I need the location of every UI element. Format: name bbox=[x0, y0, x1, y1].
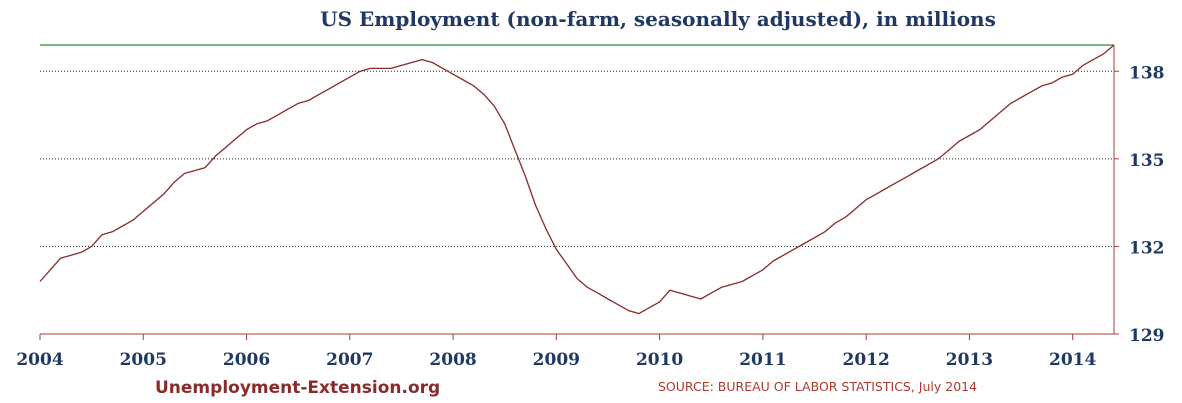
source-note: SOURCE: BUREAU OF LABOR STATISTICS, July… bbox=[658, 379, 977, 394]
grid-lines bbox=[40, 44, 1114, 247]
plot-area bbox=[39, 44, 1115, 315]
website-label: Unemployment-Extension.org bbox=[155, 378, 440, 398]
x-tick-label-2009: 2009 bbox=[533, 350, 580, 370]
tick-labels: 2004 2005 2006 2007 2008 2009 2010 2011 2012 2013… bbox=[16, 63, 1164, 370]
series-line-0 bbox=[39, 44, 1115, 315]
x-tick-label-2013: 2013 bbox=[946, 350, 993, 370]
x-tick-label-2007: 2007 bbox=[326, 350, 373, 370]
x-tick-label-2008: 2008 bbox=[429, 350, 476, 370]
x-tick-label-2011: 2011 bbox=[739, 350, 786, 370]
y-tick-label-132: 132 bbox=[1129, 238, 1165, 258]
y-tick-label-129: 129 bbox=[1129, 326, 1165, 346]
x-tick-label-2005: 2005 bbox=[120, 350, 167, 370]
y-tick-label-135: 135 bbox=[1129, 151, 1165, 171]
x-tick-label-2014: 2014 bbox=[1049, 350, 1096, 370]
axes bbox=[39, 45, 1119, 340]
y-tick-label-138: 138 bbox=[1129, 63, 1165, 83]
chart-title: US Employment (non-farm, seasonally adju… bbox=[320, 7, 996, 31]
x-tick-label-2004: 2004 bbox=[16, 350, 63, 370]
x-tick-label-2010: 2010 bbox=[636, 350, 683, 370]
x-tick-label-2012: 2012 bbox=[842, 350, 889, 370]
x-tick-label-2006: 2006 bbox=[223, 350, 270, 370]
